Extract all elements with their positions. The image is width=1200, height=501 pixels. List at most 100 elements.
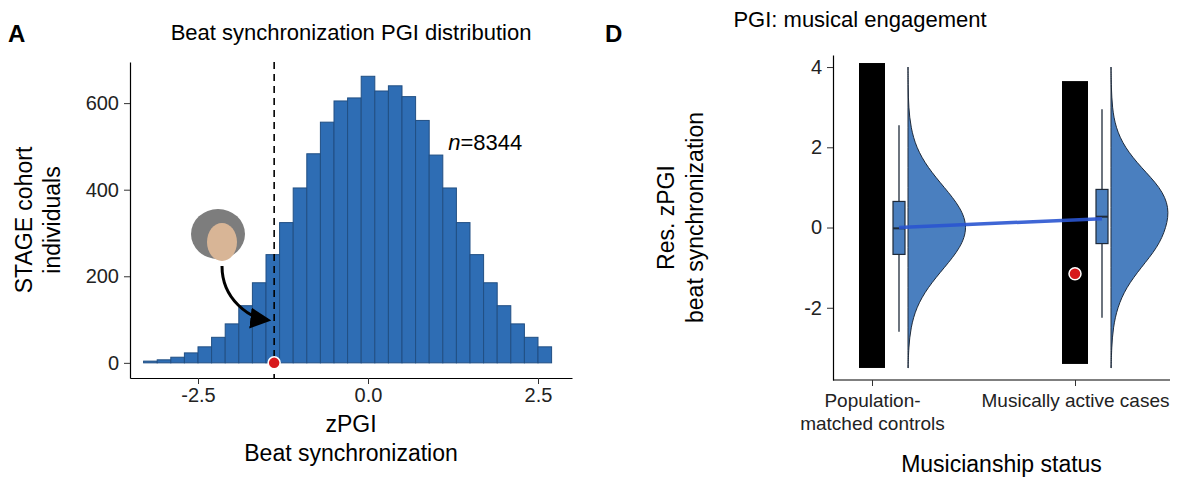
bar xyxy=(416,120,430,362)
bar xyxy=(402,97,416,363)
bar xyxy=(443,188,457,363)
bar xyxy=(348,98,362,363)
bar xyxy=(429,155,443,363)
point-cloud xyxy=(859,63,885,368)
bar xyxy=(280,223,294,363)
text-line: Musicianship status xyxy=(901,451,1102,477)
text-line: beat synchronization xyxy=(682,112,708,323)
tick: 400 xyxy=(86,179,130,201)
bar xyxy=(511,324,525,363)
tick-label: Musically active cases xyxy=(982,390,1170,411)
tick-mark xyxy=(872,380,873,386)
bar xyxy=(538,347,552,363)
tick-label: 0.0 xyxy=(355,384,383,406)
arrow xyxy=(222,266,267,320)
text-line: Population- xyxy=(824,390,920,411)
tick-mark xyxy=(827,228,833,229)
x-axis-title: zPGI Beat synchronization xyxy=(244,411,458,466)
chart-title: Beat synchronization PGI distribution xyxy=(171,20,532,45)
bar xyxy=(375,91,389,363)
density xyxy=(908,67,966,368)
bar xyxy=(184,353,198,363)
bar xyxy=(293,188,307,363)
tick: 0 xyxy=(108,352,130,374)
tick: 200 xyxy=(86,265,130,287)
mean-line xyxy=(899,219,1102,228)
tick-label: 200 xyxy=(86,265,119,287)
portrait-icon xyxy=(191,209,245,261)
bar xyxy=(266,255,280,363)
tick-mark xyxy=(124,103,130,104)
density xyxy=(1111,67,1168,368)
tick-label: Population-matched controls xyxy=(800,390,945,434)
text-line: Musically active cases xyxy=(982,390,1170,411)
tick-label: 600 xyxy=(86,92,119,114)
tick: 0.0 xyxy=(355,378,383,406)
group xyxy=(1062,67,1168,368)
tick-mark xyxy=(124,363,130,364)
bar xyxy=(252,283,266,363)
tick-mark xyxy=(198,378,199,384)
text-line: matched controls xyxy=(800,413,945,434)
panel-letter: A xyxy=(8,20,25,47)
plot-area xyxy=(144,62,552,378)
text-line: zPGI xyxy=(325,411,376,437)
tick-label: -2.5 xyxy=(181,384,215,406)
text-line: individuals xyxy=(39,166,65,273)
bar xyxy=(225,324,239,363)
tick-label: 400 xyxy=(86,179,119,201)
reference-point xyxy=(268,357,280,369)
text-line: Res. zPGI xyxy=(653,165,679,270)
tick: 2 xyxy=(811,136,833,158)
bar xyxy=(524,337,538,363)
reference-line xyxy=(273,62,275,378)
axis-line xyxy=(833,56,834,381)
text-line: STAGE cohort xyxy=(11,146,37,293)
tick-mark xyxy=(827,147,833,148)
tick-mark xyxy=(124,276,130,277)
tick: -2 xyxy=(804,297,833,319)
bar xyxy=(212,337,226,363)
y-axis-title: STAGE cohortindividuals xyxy=(11,146,65,293)
tick-mark xyxy=(368,378,369,384)
bar xyxy=(334,101,348,363)
point-cloud xyxy=(1062,81,1088,364)
tick: Musically active cases xyxy=(982,380,1170,411)
panel: -2.5 0.0 2.5 0 200 400 600 A Beat synchronizatio… xyxy=(8,20,573,466)
figure: -2.5 0.0 2.5 0 200 400 600 A Beat synchronizatio… xyxy=(0,0,1200,501)
bar xyxy=(307,154,321,363)
tick: 600 xyxy=(86,92,130,114)
tick: Population-matched controls xyxy=(800,380,945,434)
y-axis: 0 200 400 600 xyxy=(86,63,131,379)
tick: 4 xyxy=(811,56,833,78)
x-axis: Population-matched controls Musically act… xyxy=(800,380,1169,434)
bar xyxy=(388,86,402,363)
tick-mark xyxy=(538,378,539,384)
tick-mark xyxy=(124,190,130,191)
axis-line xyxy=(130,63,131,379)
chart-title: PGI: musical engagement xyxy=(733,7,986,32)
y-axis-title: Res. zPGIbeat synchronization xyxy=(653,112,708,323)
bar xyxy=(456,223,470,363)
tick-mark xyxy=(1075,380,1076,386)
text-line: D xyxy=(605,20,622,47)
text-line: Beat synchronization xyxy=(244,440,458,466)
tick: -2.5 xyxy=(181,378,215,406)
tick-label: 0 xyxy=(108,352,119,374)
axis-line xyxy=(833,379,1170,380)
bar xyxy=(144,361,158,363)
highlight-point xyxy=(1069,268,1081,280)
bar xyxy=(157,360,171,363)
text-line: A xyxy=(8,20,25,47)
tick: 2.5 xyxy=(525,378,553,406)
tick-label: 0 xyxy=(811,216,822,238)
x-axis: -2.5 0.0 2.5 xyxy=(131,378,573,406)
tick-label: -2 xyxy=(804,297,822,319)
tick-label: 2 xyxy=(811,136,822,158)
text-part: =8344 xyxy=(460,130,522,155)
text-line: Beat synchronization PGI distribution xyxy=(171,20,532,45)
y-axis: -2 0 2 4 xyxy=(804,56,833,381)
portrait-face xyxy=(207,223,237,261)
bar xyxy=(484,283,498,363)
tick-label: 2.5 xyxy=(525,384,553,406)
